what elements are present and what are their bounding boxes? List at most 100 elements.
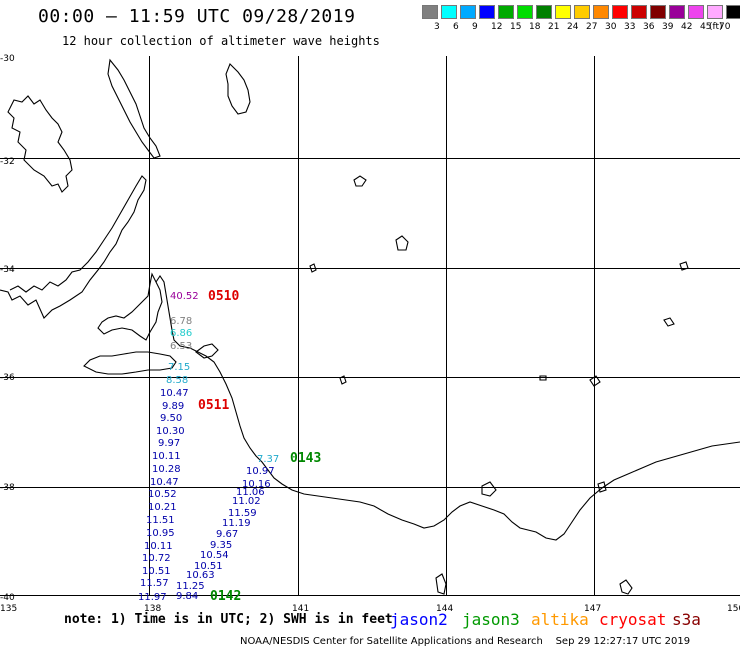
pass-time-label: 0143 xyxy=(290,451,321,466)
scale-label: 70 xyxy=(719,22,731,32)
island-small-2 xyxy=(395,235,409,251)
wave-height-reading: 7.15 xyxy=(168,362,190,373)
satellite-name: altika xyxy=(531,610,589,629)
scale-label: 33 xyxy=(624,22,636,32)
wave-height-reading: 10.95 xyxy=(146,528,175,539)
wave-height-reading: 10.52 xyxy=(148,489,177,500)
island-small-5 xyxy=(589,375,601,387)
wave-height-reading: 10.11 xyxy=(144,541,173,552)
wave-height-reading: 8.58 xyxy=(166,375,188,386)
island-small-1 xyxy=(353,175,367,187)
wave-height-reading: 10.30 xyxy=(156,426,185,437)
wave-height-reading: 40.52 xyxy=(170,291,199,302)
wave-height-reading: 9.84 xyxy=(176,591,198,602)
island-small-3 xyxy=(309,263,317,273)
axis-labels: 135 138 141 144 147 150 -30 -32 -34 -36 -38 -40 xyxy=(0,54,740,614)
longitude-label: 144 xyxy=(436,604,453,614)
scale-label: 6 xyxy=(453,22,459,32)
scale-swatch xyxy=(688,5,704,19)
latitude-label: -34 xyxy=(0,265,15,275)
scale-swatch xyxy=(669,5,685,19)
coastline-north-gulf xyxy=(7,95,73,193)
page-title: 00:00 – 11:59 UTC 09/28/2019 xyxy=(38,6,356,27)
longitude-label: 147 xyxy=(584,604,601,614)
scale-label: 42 xyxy=(681,22,693,32)
scale-swatch xyxy=(631,5,647,19)
units-note: note: 1) Time is in UTC; 2) SWH is in fe… xyxy=(64,612,393,627)
wave-height-reading: 6.53 xyxy=(170,341,192,352)
longitude-label: 141 xyxy=(292,604,309,614)
latitude-label: -32 xyxy=(0,157,15,167)
wave-height-reading: 10.47 xyxy=(150,477,179,488)
wave-height-reading: 9.50 xyxy=(160,413,182,424)
wave-height-reading: 11.97 xyxy=(138,592,167,603)
scale-swatch xyxy=(555,5,571,19)
wave-height-reading: 6.86 xyxy=(170,328,192,339)
latitude-label: -40 xyxy=(0,593,15,603)
scale-swatch xyxy=(593,5,609,19)
wave-height-reading: 10.54 xyxy=(200,550,229,561)
map-grid xyxy=(0,56,740,596)
island-small-9 xyxy=(435,573,447,595)
scale-label: 30 xyxy=(605,22,617,32)
coastline-gulf-st-vincent xyxy=(155,275,740,541)
coastline-yorke-peninsula xyxy=(97,272,163,341)
scale-label: 15 xyxy=(510,22,522,32)
wave-height-reading: 10.72 xyxy=(142,553,171,564)
latitude-label: -38 xyxy=(0,483,15,493)
island-small-8 xyxy=(597,481,607,493)
wave-height-reading: 10.28 xyxy=(152,464,181,475)
coastline xyxy=(0,58,740,595)
scale-label: 18 xyxy=(529,22,541,32)
scale-label: (ft) xyxy=(709,22,723,32)
generated-timestamp: Sep 29 12:27:17 UTC 2019 xyxy=(555,636,691,647)
scale-swatch xyxy=(460,5,476,19)
latitude-label: -30 xyxy=(0,54,15,64)
latitude-label: -36 xyxy=(0,373,15,383)
wave-height-reading: 10.11 xyxy=(152,451,181,462)
page-subtitle: 12 hour collection of altimeter wave hei… xyxy=(62,34,380,48)
wave-height-reading: 10.47 xyxy=(160,388,189,399)
wave-height-reading: 11.19 xyxy=(222,518,251,529)
scale-swatch xyxy=(517,5,533,19)
scale-label: 12 xyxy=(491,22,503,32)
credit-footer: NOAA/NESDIS Center for Satellite Applica… xyxy=(240,636,690,647)
wave-height-reading: 6.78 xyxy=(170,316,192,327)
pass-time-label: 0511 xyxy=(198,398,229,413)
wave-height-reading: 7.37 xyxy=(257,454,279,465)
scale-label: 9 xyxy=(472,22,478,32)
scale-label: 36 xyxy=(643,22,655,32)
wave-height-reading: 9.67 xyxy=(216,529,238,540)
island-small-10 xyxy=(619,579,633,595)
island-small-12 xyxy=(539,375,547,381)
wave-height-reading: 11.59 xyxy=(228,508,257,519)
scale-swatch xyxy=(536,5,552,19)
observation-labels: 40.52 6.786.86 6.53 7.15 8.58 10.47 9.899.50 10… xyxy=(138,291,279,603)
island-small-6 xyxy=(339,375,347,385)
scale-swatch xyxy=(612,5,628,19)
island-east-gulf xyxy=(225,63,251,115)
wave-height-reading: 10.97 xyxy=(246,466,275,477)
scale-swatch xyxy=(498,5,514,19)
wave-height-reading: 11.25 xyxy=(176,581,205,592)
wave-height-reading: 11.06 xyxy=(236,487,265,498)
wave-height-reading: 9.35 xyxy=(210,540,232,551)
satellite-name: cryosat xyxy=(599,610,667,629)
wave-height-reading: 9.97 xyxy=(158,438,180,449)
scale-label: 45 xyxy=(700,22,712,32)
wave-height-reading: 10.21 xyxy=(148,502,177,513)
wave-height-reading: 10.51 xyxy=(194,561,223,572)
coastline-west-peninsula xyxy=(0,175,147,319)
satellite-name: jason3 xyxy=(462,610,520,629)
wave-height-reading: 9.89 xyxy=(162,401,184,412)
pass-labels: 0510 0511 0143 0142 xyxy=(198,289,321,604)
scale-swatch xyxy=(422,5,438,19)
scale-swatch xyxy=(441,5,457,19)
wave-height-reading: 11.57 xyxy=(140,578,169,589)
longitude-label: 150 xyxy=(727,604,740,614)
scale-swatch xyxy=(479,5,495,19)
scale-swatch xyxy=(726,5,740,19)
pass-time-label: 0510 xyxy=(208,289,239,304)
scale-swatch xyxy=(574,5,590,19)
